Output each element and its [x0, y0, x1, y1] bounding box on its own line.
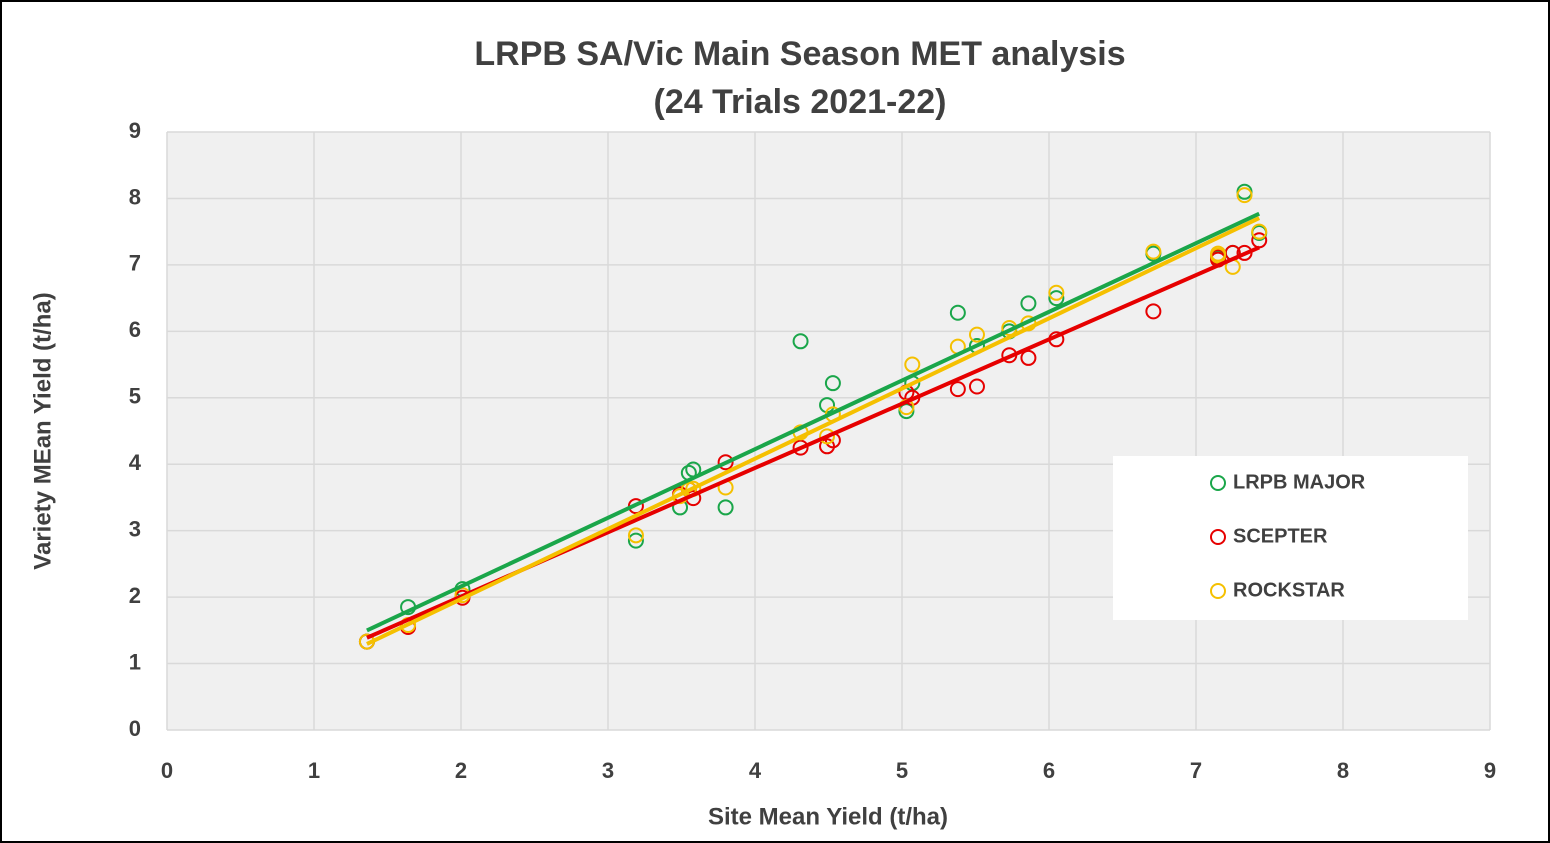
- x-tick-label: 8: [1337, 758, 1349, 783]
- x-tick-label: 6: [1043, 758, 1055, 783]
- data-point: [1210, 247, 1227, 264]
- y-tick-label: 8: [129, 184, 141, 209]
- data-point: [1048, 284, 1065, 301]
- data-point: [1145, 243, 1162, 260]
- y-tick-label: 2: [129, 583, 141, 608]
- data-point: [949, 304, 966, 321]
- y-tick-label: 3: [129, 516, 141, 541]
- y-tick-label: 9: [129, 118, 141, 143]
- x-axis-label: Site Mean Yield (t/ha): [708, 803, 948, 830]
- x-tick-label: 5: [896, 758, 908, 783]
- x-tick-label: 9: [1484, 758, 1496, 783]
- x-tick-label: 7: [1190, 758, 1202, 783]
- legend-box: [1113, 456, 1468, 620]
- data-point: [904, 356, 921, 373]
- x-tick-label: 4: [749, 758, 762, 783]
- x-tick-label: 3: [602, 758, 614, 783]
- trendline: [366, 216, 1261, 646]
- legend-marker: [1210, 529, 1226, 545]
- data-point: [1251, 223, 1268, 240]
- y-tick-label: 6: [129, 317, 141, 342]
- chart-subtitle: (24 Trials 2021-22): [654, 83, 947, 121]
- legend-marker: [1210, 475, 1226, 491]
- data-point: [792, 439, 809, 456]
- legend-marker: [1210, 583, 1226, 599]
- data-point: [819, 428, 836, 445]
- x-tick-label: 1: [308, 758, 320, 783]
- y-tick-label: 0: [129, 716, 141, 741]
- data-point: [968, 326, 985, 343]
- y-tick-label: 5: [129, 384, 141, 409]
- trendline: [366, 211, 1261, 633]
- legend-label: SCEPTER: [1233, 525, 1328, 547]
- y-tick-label: 4: [129, 450, 142, 475]
- x-tick-label: 2: [455, 758, 467, 783]
- chart-title: LRPB SA/Vic Main Season MET analysis: [474, 35, 1125, 73]
- y-tick-label: 1: [129, 649, 141, 674]
- data-point: [717, 499, 734, 516]
- data-point: [1020, 349, 1037, 366]
- data-point: [1251, 232, 1268, 249]
- x-tick-label: 0: [161, 758, 173, 783]
- data-point: [898, 403, 915, 420]
- data-point: [1145, 303, 1162, 320]
- data-point: [1048, 290, 1065, 307]
- data-point: [1020, 295, 1037, 312]
- legend-label: LRPB MAJOR: [1233, 471, 1366, 493]
- data-point: [627, 532, 644, 549]
- y-axis-label: Variety MEan Yield (t/ha): [29, 292, 56, 569]
- data-point: [792, 333, 809, 350]
- legend-label: ROCKSTAR: [1233, 579, 1345, 601]
- data-point: [824, 375, 841, 392]
- plot-area: [167, 132, 1490, 730]
- data-point: [717, 454, 734, 471]
- y-tick-label: 7: [129, 251, 141, 276]
- data-point: [968, 378, 985, 395]
- data-point: [949, 381, 966, 398]
- data-point: [1236, 187, 1253, 204]
- data-point: [627, 527, 644, 544]
